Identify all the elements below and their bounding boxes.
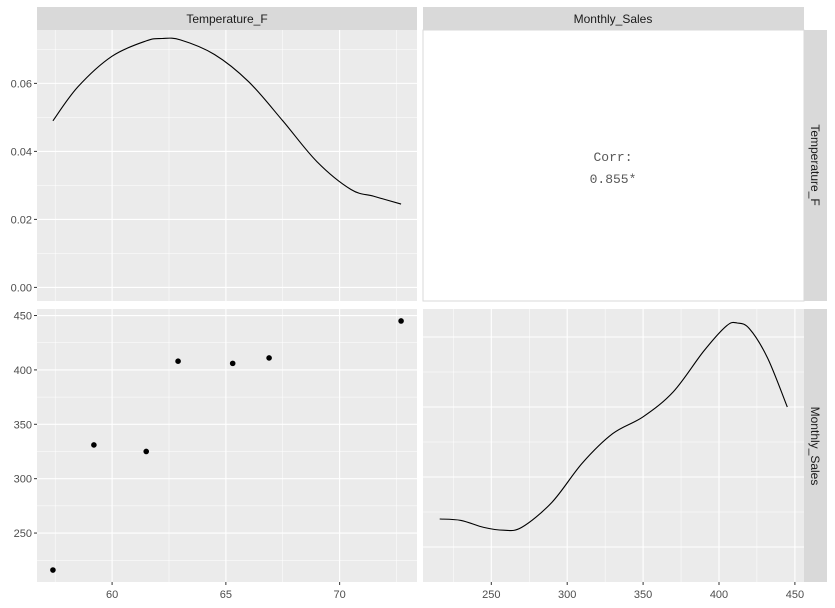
panel-correlation (422, 29, 805, 302)
corr-value: 0.855* (590, 172, 637, 187)
temp-density-ytick-label-3: 0.06 (11, 78, 32, 90)
temp-density-ytick-label-0: 0.00 (11, 282, 32, 294)
top-strip-2-label: Monthly_Sales (574, 12, 653, 26)
sales-density-line (439, 321, 788, 532)
top-strip-1 (37, 7, 417, 30)
scatter-point-0 (50, 567, 56, 573)
scatter-xtick-label-2: 70 (334, 589, 346, 601)
scatter-xtick-label-1: 65 (220, 589, 232, 601)
panel-sales-density (423, 309, 804, 582)
scatter-ytick-label-0: 250 (14, 528, 32, 540)
scatter-point-5 (266, 355, 272, 361)
top-strip-1-label: Temperature_F (186, 12, 267, 26)
data-layer (50, 37, 788, 573)
scatter-point-6 (398, 318, 404, 324)
panel-temperature-density (37, 30, 417, 301)
scatter-point-2 (143, 448, 150, 455)
temp-density-ytick-label-1: 0.02 (11, 214, 32, 226)
temp-density-ytick-label-2: 0.04 (11, 146, 32, 158)
right-strip-1-label: Temperature_F (808, 124, 822, 205)
temperature-density-line (52, 37, 402, 205)
sales-density-xtick-label-4: 450 (786, 589, 804, 601)
scatter-ytick-label-2: 350 (14, 419, 32, 431)
scatter-point-3 (175, 358, 181, 365)
corr-label: Corr: (593, 150, 632, 165)
panel-scatter (37, 309, 417, 582)
scatter-ytick-label-4: 450 (14, 311, 32, 323)
right-strip-2 (804, 309, 827, 582)
right-strip-2-label: Monthly_Sales (808, 407, 822, 486)
scatter-point-4 (229, 360, 236, 367)
top-strip-2 (423, 7, 804, 30)
scatter-ytick-label-3: 400 (14, 365, 32, 377)
sales-density-xtick-label-2: 350 (634, 589, 652, 601)
scatter-point-1 (91, 442, 97, 448)
sales-density-xtick-label-0: 250 (482, 589, 500, 601)
sales-density-xtick-label-1: 300 (558, 589, 576, 601)
sales-density-xtick-label-3: 400 (710, 589, 728, 601)
tick-layer: 0.00 0.02 0.04 0.06 250 300 350 400 450 60 65 70 250… (11, 78, 804, 601)
grid-layer (37, 30, 804, 582)
scatter-ytick-label-1: 300 (14, 474, 32, 486)
right-strip-1 (804, 30, 827, 301)
scatter-xtick-label-0: 60 (106, 589, 118, 601)
